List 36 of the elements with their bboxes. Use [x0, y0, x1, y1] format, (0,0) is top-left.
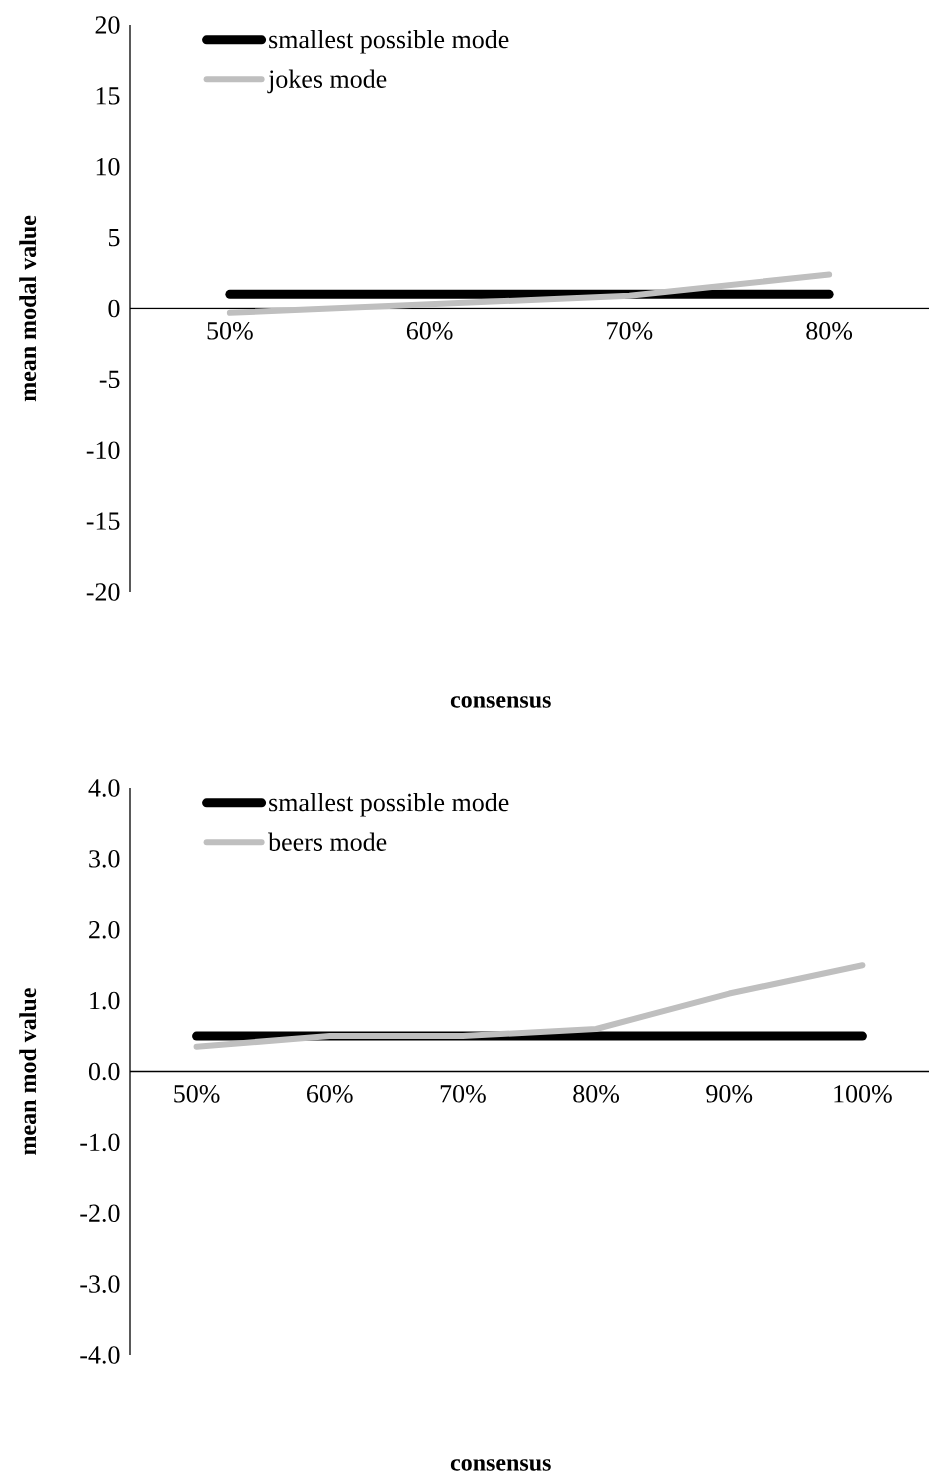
x-tick-label: 80%	[573, 1085, 620, 1103]
y-tick-label: 15	[96, 87, 120, 105]
x-tick-label: 50%	[174, 1085, 220, 1103]
y-tick-label: 0	[108, 299, 120, 318]
x-tick-label: 50%	[207, 322, 253, 340]
y-tick-label: 0.0	[89, 1062, 120, 1081]
y-tick-label: -15	[86, 512, 120, 530]
legend-label: smallest possible mode	[269, 30, 509, 54]
y-tick-label: -5	[99, 370, 120, 389]
legend-label: jokes mode	[267, 69, 387, 94]
x-tick-label: 60%	[307, 1085, 353, 1103]
x-tick-label: 80%	[806, 322, 853, 340]
y-tick-label: -3.0	[80, 1275, 120, 1293]
y-axis-title: mean modal value	[19, 215, 37, 402]
y-tick-label: 20	[95, 16, 120, 34]
y-tick-label: 3.0	[89, 850, 120, 868]
legend-label: beers mode	[268, 832, 387, 851]
x-tick-label: 70%	[440, 1085, 487, 1103]
y-tick-label: -1.0	[80, 1133, 120, 1152]
x-tick-label: 70%	[607, 322, 653, 340]
x-tick-label: 60%	[407, 322, 453, 340]
y-tick-label: -4.0	[80, 1346, 120, 1364]
x-tick-label: 100%	[834, 1085, 893, 1103]
y-axis-title: mean mod value	[19, 988, 37, 1155]
y-tick-label: -2.0	[80, 1204, 120, 1223]
y-tick-label: -10	[86, 441, 120, 460]
y-tick-label: 5	[109, 228, 120, 247]
y-tick-label: -20	[86, 583, 120, 601]
y-tick-label: 1.0	[90, 991, 120, 1010]
legend-label: smallest possible mode	[269, 793, 509, 817]
x-axis-title: consensus	[451, 1459, 551, 1471]
y-tick-label: 10	[96, 157, 120, 176]
x-tick-label: 90%	[706, 1085, 753, 1103]
y-tick-label: 4.0	[88, 779, 120, 797]
y-tick-label: 2.0	[89, 920, 120, 939]
x-axis-title: consensus	[451, 696, 551, 708]
